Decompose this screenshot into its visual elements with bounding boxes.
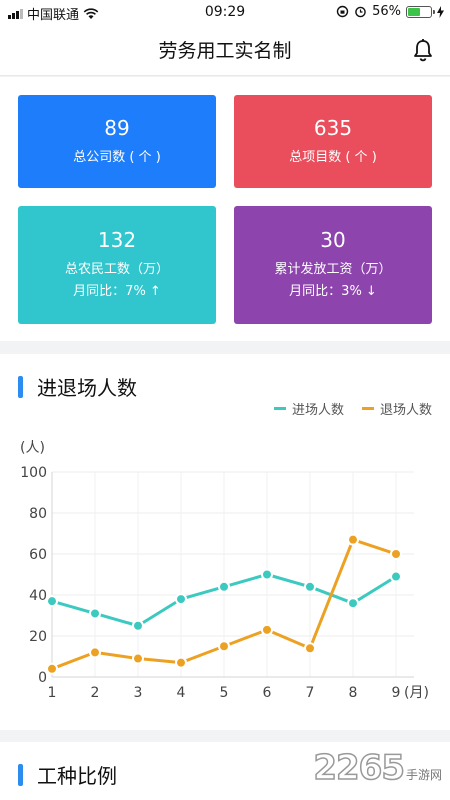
stat-label: 总农民工数（万） xyxy=(64,262,169,277)
alarm-icon xyxy=(355,6,366,18)
wifi-icon xyxy=(83,7,99,19)
chart-legend: 进场人数 退场人数 xyxy=(262,399,432,418)
legend-item-entry[interactable]: 进场人数 xyxy=(273,399,344,418)
x-tick-label: 2 xyxy=(91,685,100,701)
stat-value: 30 xyxy=(320,228,346,252)
legend-label: 退场人数 xyxy=(379,403,432,418)
data-point xyxy=(175,593,187,606)
line-chart: 0 20 40 60 80 100 1 2 3 4 5 6 7 8 9 (人) (月) xyxy=(20,440,429,701)
status-bar: 中国联通 09:29 56% xyxy=(0,0,450,24)
stat-card-wages[interactable]: 30 累计发放工资（万） 月同比：3% ↓ xyxy=(234,206,432,324)
legend-swatch xyxy=(273,407,286,410)
data-point xyxy=(261,623,273,636)
stat-mom: 月同比：7% ↑ xyxy=(73,284,161,299)
legend-label: 进场人数 xyxy=(291,403,344,418)
data-point xyxy=(304,642,316,655)
data-point xyxy=(46,662,58,675)
y-tick-label: 20 xyxy=(29,629,47,645)
data-point xyxy=(304,580,316,593)
nav-bar: 劳务用工实名制 xyxy=(0,24,450,76)
y-tick-label: 100 xyxy=(20,465,47,481)
status-left: 中国联通 xyxy=(8,4,99,23)
data-point xyxy=(132,652,144,665)
status-right: 56% xyxy=(336,4,444,19)
battery-icon xyxy=(406,5,435,18)
section-title: 进退场人数 xyxy=(37,376,137,400)
charging-icon xyxy=(437,5,444,18)
y-tick-label: 60 xyxy=(29,547,47,563)
stat-card-workers[interactable]: 132 总农民工数（万） 月同比：7% ↑ xyxy=(18,206,216,324)
section-accent-bar xyxy=(18,763,23,786)
entry-exit-section: 进退场人数 进场人数 退场人数 0 20 40 60 80 100 1 2 3 4 5 6 7 8 9 (人)… xyxy=(0,354,450,730)
signal-icon xyxy=(8,8,23,19)
data-point xyxy=(390,570,402,583)
y-tick-label: 0 xyxy=(38,670,47,686)
x-unit-label: (月) xyxy=(404,685,429,701)
x-tick-label: 4 xyxy=(177,685,186,701)
stat-label: 累计发放工资（万） xyxy=(274,262,392,277)
data-point xyxy=(132,619,144,632)
data-point xyxy=(347,533,359,546)
section-title: 工种比例 xyxy=(37,764,117,788)
data-point xyxy=(218,640,230,653)
data-point xyxy=(89,646,101,659)
stat-mom: 月同比：3% ↓ xyxy=(289,284,377,299)
status-time: 09:29 xyxy=(204,4,246,20)
carrier-label: 中国联通 xyxy=(27,8,80,23)
data-point xyxy=(46,595,58,608)
watermark-logo: 2265 手游网 xyxy=(313,747,442,789)
stat-label: 总项目数 ( 个 ) xyxy=(289,150,377,165)
legend-swatch xyxy=(361,407,374,410)
stat-value: 635 xyxy=(313,116,353,140)
data-point xyxy=(261,568,273,581)
stat-card-projects[interactable]: 635 总项目数 ( 个 ) xyxy=(234,95,432,188)
bell-icon[interactable] xyxy=(412,38,434,62)
y-tick-label: 80 xyxy=(29,506,47,522)
section-accent-bar xyxy=(18,375,23,398)
rotation-lock-icon xyxy=(336,5,349,18)
x-tick-label: 7 xyxy=(306,685,315,701)
data-point xyxy=(89,607,101,620)
stats-panel: 89 总公司数 ( 个 ) 635 总项目数 ( 个 ) 132 总农民工数（万… xyxy=(0,77,450,341)
data-point xyxy=(347,597,359,610)
watermark-sub: 手游网 xyxy=(405,768,442,782)
work-type-section: 工种比例 xyxy=(0,742,450,800)
data-point xyxy=(390,548,402,560)
y-tick-label: 40 xyxy=(29,588,47,604)
y-unit-label: (人) xyxy=(20,440,45,456)
x-tick-label: 5 xyxy=(220,685,229,701)
section-header: 工种比例 xyxy=(18,760,117,789)
x-tick-label: 3 xyxy=(134,685,143,701)
legend-item-exit[interactable]: 退场人数 xyxy=(361,399,432,418)
x-tick-label: 6 xyxy=(263,685,272,701)
page-title: 劳务用工实名制 xyxy=(158,40,292,62)
stat-card-companies[interactable]: 89 总公司数 ( 个 ) xyxy=(18,95,216,188)
battery-percent: 56% xyxy=(372,4,401,19)
stat-label: 总公司数 ( 个 ) xyxy=(73,150,161,165)
section-header: 进退场人数 xyxy=(18,372,137,401)
x-tick-label: 1 xyxy=(48,685,57,701)
x-tick-label: 8 xyxy=(349,685,358,701)
stat-value: 132 xyxy=(97,228,137,252)
stat-value: 89 xyxy=(104,116,130,140)
data-point xyxy=(218,580,230,593)
watermark-brand: 2265 xyxy=(313,747,406,789)
data-point xyxy=(175,656,187,669)
x-tick-label: 9 xyxy=(392,685,401,701)
